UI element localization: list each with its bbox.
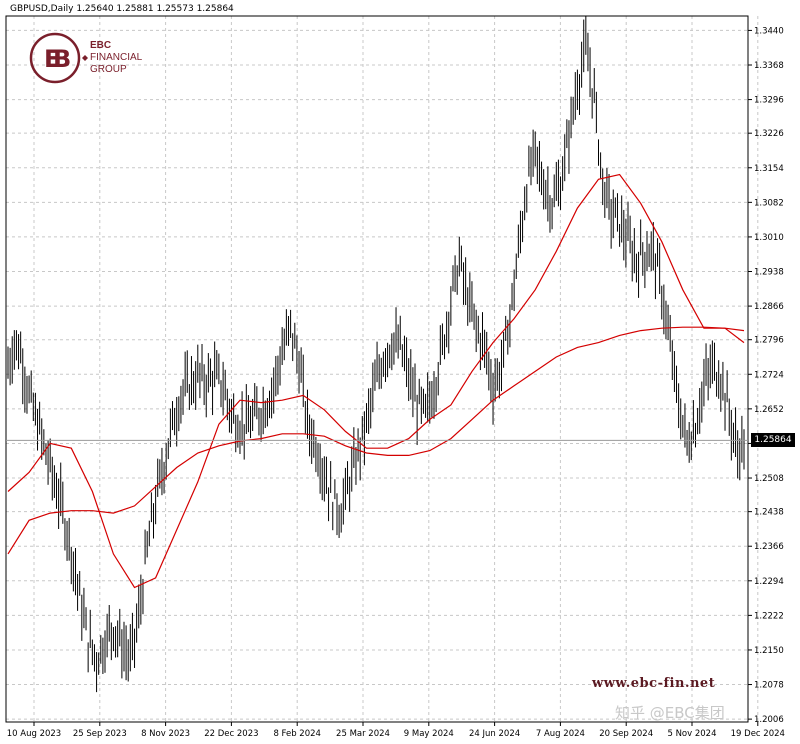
- chart-header: GBPUSD,Daily 1.25640 1.25881 1.25573 1.2…: [10, 4, 234, 14]
- brand-line-1: EBC: [90, 40, 112, 51]
- watermark-text: 知乎 @EBC集团: [615, 704, 725, 722]
- x-tick-label: 8 Nov 2023: [141, 729, 190, 739]
- y-tick-label: 1.2508: [754, 474, 784, 484]
- y-tick-label: 1.3154: [754, 164, 784, 174]
- y-tick-label: 1.2006: [754, 715, 784, 725]
- x-tick-label: 5 Nov 2024: [667, 729, 716, 739]
- x-tick-label: 25 Sep 2023: [73, 729, 127, 739]
- x-tick-label: 7 Aug 2024: [536, 729, 585, 739]
- ohlc-values: 1.25640 1.25881 1.25573 1.25864: [76, 4, 234, 14]
- y-tick-label: 1.2938: [754, 268, 784, 278]
- y-tick-label: 1.2866: [754, 302, 784, 312]
- x-tick-label: 20 Sep 2024: [599, 729, 653, 739]
- current-price-label: 1.25864: [751, 433, 795, 448]
- svg-text:B: B: [53, 45, 71, 73]
- plot-frame: [5, 15, 749, 723]
- x-axis-ticks: 10 Aug 2023 25 Sep 2023 8 Nov 2023 22 Dec 2…: [7, 722, 785, 739]
- y-tick-label: 1.3296: [754, 96, 784, 106]
- y-tick-label: 1.3082: [754, 198, 784, 208]
- price-bars: [7, 16, 745, 693]
- website-url: www.ebc-fin.net: [592, 676, 716, 691]
- x-tick-label: 19 Dec 2024: [731, 729, 785, 739]
- x-tick-label: 24 Jun 2024: [469, 729, 520, 739]
- ma-line-1: [7, 173, 745, 589]
- x-tick-label: 9 May 2024: [404, 729, 454, 739]
- y-tick-label: 1.2366: [754, 542, 784, 552]
- brand-name: EBC FINANCIAL GROUP: [90, 40, 142, 76]
- y-tick-label: 1.3440: [754, 26, 784, 36]
- x-tick-label: 25 Mar 2024: [336, 729, 390, 739]
- x-tick-label: 22 Dec 2023: [204, 729, 258, 739]
- y-tick-label: 1.3010: [754, 233, 784, 243]
- y-tick-label: 1.3368: [754, 61, 784, 71]
- y-tick-label: 1.2078: [754, 681, 784, 691]
- y-tick-label: 1.2652: [754, 405, 784, 415]
- ma-line-2: [7, 326, 745, 555]
- y-tick-label: 1.2724: [754, 370, 784, 380]
- svg-text:E: E: [44, 45, 60, 73]
- x-tick-label: 10 Aug 2023: [7, 729, 61, 739]
- y-tick-label: 1.2150: [754, 646, 784, 656]
- moving-averages: [6, 173, 748, 589]
- y-tick-label: 1.2438: [754, 508, 784, 518]
- y-tick-label: 1.2222: [754, 611, 784, 621]
- y-axis-ticks: 1.3440 1.3368 1.3296 1.3226 1.3154 1.3082 1.30…: [748, 26, 784, 725]
- ebc-logo-icon: E B: [29, 32, 88, 84]
- y-tick-label: 1.3226: [754, 129, 784, 139]
- x-tick-label: 8 Feb 2024: [273, 729, 321, 739]
- y-tick-label: 1.2796: [754, 336, 784, 346]
- brand-line-2: FINANCIAL: [90, 52, 143, 63]
- symbol-timeframe: GBPUSD,Daily: [10, 4, 74, 14]
- chart-grid: [6, 16, 759, 722]
- y-tick-label: 1.2294: [754, 577, 784, 587]
- brand-line-3: GROUP: [90, 64, 127, 75]
